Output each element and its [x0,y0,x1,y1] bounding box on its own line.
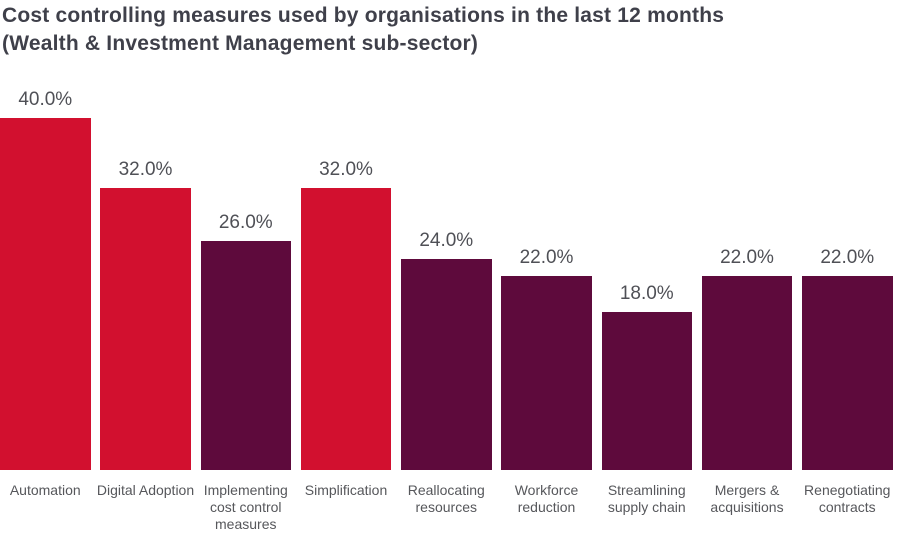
category-label: Digital Adoption [96,482,195,498]
bar-1 [0,118,91,470]
bar-5 [401,258,492,470]
category-label: Streamlining supply chain [607,482,686,515]
category-label: Reallocating resources [407,482,485,515]
chart-subtitle: (Wealth & Investment Management sub-sect… [2,32,479,55]
category-label: Renegotiating contracts [804,482,891,515]
bar-8 [701,276,793,470]
category-label: Workforce reduction [514,482,579,515]
bar-value-label: 22.0% [820,247,875,269]
category-label: Implementing cost control measures [203,482,288,532]
bar-value-label: 22.0% [720,247,774,269]
bar-3 [200,241,291,470]
bar-value-label: 24.0% [419,229,474,251]
bar-value-label: 22.0% [519,247,574,269]
bar-value-label: 32.0% [319,159,373,181]
category-label: Automation [9,482,81,498]
bar-value-label: 18.0% [619,282,674,304]
bar-value-label: 32.0% [118,159,173,181]
bar-7 [601,311,692,470]
category-label: Mergers & acquisitions [710,482,784,515]
bar-2 [100,188,191,470]
chart-title: Cost controlling measures used by organi… [2,4,725,27]
chart-title-block: Cost controlling measures used by organi… [2,2,862,58]
bar-value-label: 26.0% [218,212,273,234]
bar-9 [802,276,893,470]
bar-value-label: 40.0% [18,89,73,110]
category-label: Simplification [304,482,388,498]
bar-6 [501,276,592,470]
bar-4 [300,188,392,470]
